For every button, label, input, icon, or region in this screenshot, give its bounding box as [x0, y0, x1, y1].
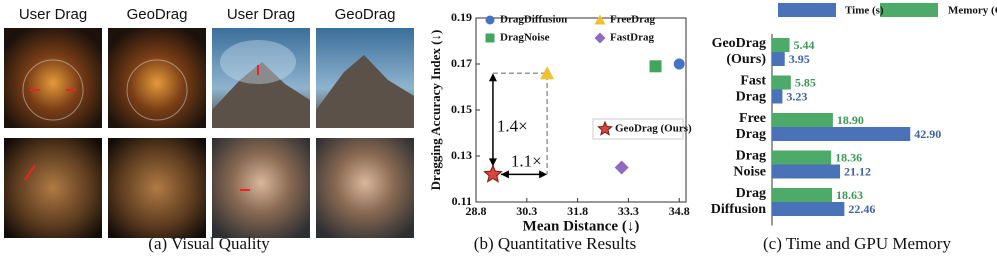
x-tick-label: 33.3 — [618, 204, 639, 218]
image — [212, 138, 310, 238]
annotation: 1.1× — [511, 151, 542, 170]
x-tick-label: 34.8 — [669, 204, 690, 218]
mountain — [316, 55, 414, 128]
arrow-head — [488, 158, 497, 167]
value-label: 3.95 — [789, 52, 810, 66]
legend-box — [592, 118, 684, 140]
legend-swatch — [880, 3, 938, 17]
x-tick-label: 31.8 — [567, 204, 588, 218]
legend-marker — [485, 33, 495, 43]
annotation: 1.4× — [497, 117, 528, 136]
bar — [772, 127, 911, 141]
legend-swatch — [778, 3, 836, 17]
y-axis-label: Dragging Accuracy Index (↓) — [428, 30, 443, 191]
image — [4, 28, 102, 128]
bar — [772, 113, 833, 127]
column-label: User Drag — [19, 6, 87, 23]
legend-marker — [597, 120, 613, 136]
legend-label: FastDrag — [610, 32, 654, 44]
category-label: Free — [739, 111, 766, 126]
bar — [772, 38, 790, 52]
legend-label: FreeDrag — [610, 14, 655, 26]
visual-quality-panel: User Drag GeoDrag User Drag GeoDrag (a) … — [4, 6, 414, 253]
value-label: 18.90 — [837, 113, 864, 127]
arrow-head — [488, 73, 497, 82]
category-label: Drag — [736, 90, 766, 105]
caption: (c) Time and GPU Memory — [763, 234, 951, 253]
bar — [772, 150, 832, 165]
category-label: GeoDrag — [712, 36, 766, 51]
x-tick-label: 28.8 — [466, 204, 487, 218]
bar — [772, 89, 783, 104]
bulb-outline — [22, 59, 84, 121]
value-label: 21.12 — [844, 164, 871, 178]
legend-marker — [485, 15, 495, 25]
legend-label: DragDiffusion — [500, 14, 567, 26]
y-tick-label: 0.13 — [451, 148, 472, 162]
mountain — [212, 62, 310, 128]
y-tick-label: 0.19 — [451, 10, 472, 24]
point — [673, 58, 685, 70]
guide-line — [492, 72, 548, 175]
category-label: Fast — [740, 74, 766, 89]
y-tick-label: 0.11 — [452, 194, 472, 208]
column-label: GeoDrag — [335, 6, 396, 23]
bar — [772, 188, 833, 202]
image — [108, 28, 206, 128]
point — [614, 160, 629, 175]
value-label: 42.90 — [914, 127, 941, 141]
legend-label: Time (s) — [845, 5, 884, 17]
y-tick-label: 0.17 — [451, 56, 472, 70]
category-label: Noise — [733, 165, 766, 180]
value-label: 5.44 — [794, 38, 815, 52]
category-label: (Ours) — [726, 52, 766, 67]
image — [4, 138, 102, 238]
value-label: 22.46 — [848, 202, 875, 216]
point — [649, 60, 662, 73]
x-tick-label: 30.3 — [516, 204, 537, 218]
mask — [220, 40, 296, 84]
legend-label: Memory (GB) — [948, 5, 997, 17]
bar — [772, 202, 845, 216]
arrow-head — [500, 170, 509, 179]
y-tick-label: 0.15 — [451, 102, 472, 116]
bar — [772, 164, 841, 179]
legend-label: GeoDrag (Ours) — [615, 123, 692, 135]
value-label: 18.63 — [836, 188, 863, 202]
caption: (a) Visual Quality — [148, 234, 270, 253]
column-label: User Drag — [227, 6, 295, 23]
bar — [772, 52, 785, 66]
category-label: Drag — [736, 149, 766, 164]
image — [108, 138, 206, 238]
category-label: Drag — [736, 186, 766, 201]
bulb-outline — [126, 59, 188, 121]
category-label: Diffusion — [711, 202, 766, 217]
point — [540, 66, 555, 80]
arrow-head — [539, 170, 548, 179]
legend-marker — [594, 14, 606, 25]
value-label: 5.85 — [795, 75, 816, 89]
image — [316, 138, 414, 238]
category-label: Drag — [736, 127, 766, 142]
legend-marker — [594, 32, 606, 44]
drag-arrows — [24, 65, 259, 191]
legend-label: DragNoise — [500, 32, 550, 44]
x-axis-label: Mean Distance (↓) — [523, 218, 640, 234]
bar — [772, 75, 791, 90]
caption: (b) Quantitative Results — [474, 234, 636, 253]
value-label: 3.23 — [786, 89, 807, 103]
point — [483, 164, 503, 183]
value-label: 18.36 — [835, 150, 862, 164]
column-label: GeoDrag — [127, 6, 188, 23]
